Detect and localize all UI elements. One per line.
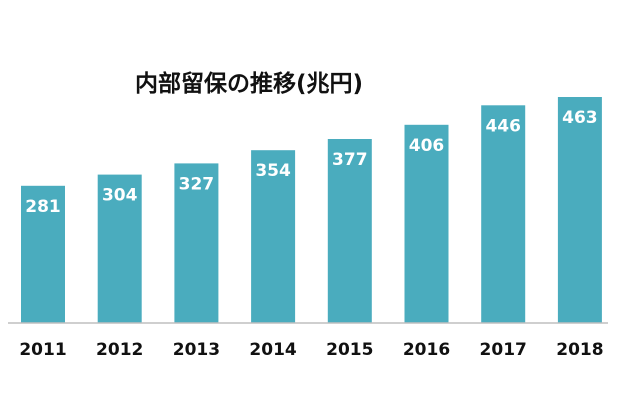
value-label-2017: 446 (485, 116, 521, 136)
bar-2014 (251, 150, 296, 323)
bar-2013 (174, 163, 219, 323)
value-label-2015: 377 (332, 150, 368, 170)
x-tick-2011: 2011 (19, 340, 66, 360)
bar-2018 (557, 97, 602, 323)
value-label-2011: 281 (25, 197, 61, 217)
x-tick-2014: 2014 (249, 340, 296, 360)
x-tick-2017: 2017 (480, 340, 527, 360)
value-label-2013: 327 (179, 174, 215, 194)
bar-2015 (327, 139, 372, 323)
value-label-2012: 304 (102, 186, 138, 206)
x-tick-2013: 2013 (173, 340, 220, 360)
chart-title: 内部留保の推移(兆円) (135, 70, 363, 97)
x-tick-2018: 2018 (556, 340, 603, 360)
bar-2012 (97, 174, 142, 323)
value-labels-group: 281 304 327 354 377 406 446 463 (25, 108, 597, 217)
value-label-2018: 463 (562, 108, 598, 128)
bar-2017 (481, 105, 526, 323)
value-label-2014: 354 (255, 161, 291, 181)
value-label-2016: 406 (409, 136, 445, 156)
bar-2011 (21, 185, 65, 323)
x-tick-2015: 2015 (326, 340, 373, 360)
bars-group (21, 97, 602, 323)
x-tick-2016: 2016 (403, 340, 450, 360)
x-tick-2012: 2012 (96, 340, 143, 360)
bar-2016 (404, 124, 449, 323)
x-tick-labels-group: 2011 2012 2013 2014 2015 2016 2017 2018 (19, 340, 603, 360)
